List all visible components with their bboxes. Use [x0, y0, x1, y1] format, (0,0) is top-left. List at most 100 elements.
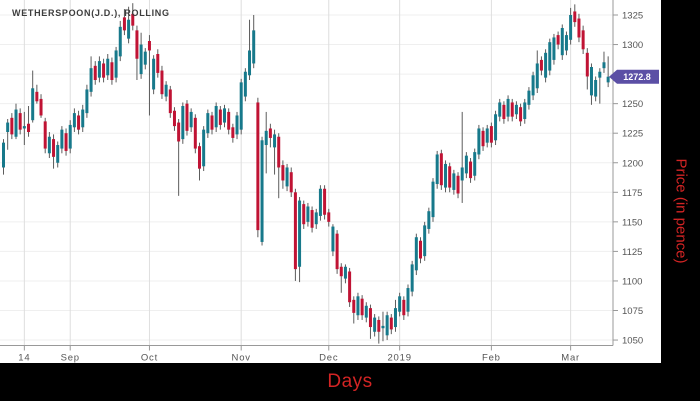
candle-down [368, 308, 372, 328]
candle-up [243, 71, 247, 97]
y-tick-label: 1050 [622, 336, 643, 347]
candle-up [535, 63, 539, 89]
candle-down [43, 121, 47, 149]
x-tick-label: 14 [18, 353, 30, 364]
candle-up [569, 15, 573, 40]
candle-down [481, 130, 485, 147]
candle-up [60, 129, 64, 149]
x-tick-label: Dec [319, 353, 338, 364]
candle-up [343, 266, 347, 279]
x-tick-label: Feb [482, 353, 501, 364]
candle-down [360, 298, 364, 316]
candle-down [310, 210, 314, 228]
candle-up [498, 102, 502, 117]
candle-up [385, 315, 389, 336]
candle-up [206, 113, 210, 134]
candle-up [514, 104, 518, 115]
candle-down [185, 103, 189, 131]
candle-up [2, 142, 5, 168]
candle-down [556, 35, 560, 45]
candle-up [72, 113, 76, 128]
candle-down [573, 11, 577, 23]
candle-up [331, 226, 335, 252]
y-tick-label: 1100 [622, 276, 642, 287]
candle-down [156, 54, 160, 73]
candle-up [373, 317, 377, 332]
candle-down [339, 266, 343, 277]
candle-up [189, 111, 193, 128]
candle-up [127, 19, 131, 39]
candle-down [348, 271, 352, 303]
last-price-label: 1272.8 [623, 72, 651, 82]
candle-up [239, 82, 243, 130]
candle-up [235, 115, 239, 135]
candle-down [377, 319, 381, 332]
candle-down [289, 172, 293, 193]
y-tick-label: 1300 [622, 40, 643, 51]
candle-down [102, 63, 106, 78]
candle-down [77, 115, 81, 130]
candle-up [427, 211, 431, 229]
candle-down [18, 113, 22, 130]
candle-down [135, 30, 139, 59]
y-tick-label: 1125 [622, 247, 642, 258]
candle-down [172, 110, 176, 127]
candle-up [602, 62, 606, 69]
candle-down [177, 122, 181, 142]
candle-up [248, 50, 252, 76]
candle-up [252, 30, 256, 64]
candle-down [39, 98, 43, 116]
candle-down [469, 161, 473, 179]
candle-down [160, 70, 164, 95]
candle-down [581, 30, 585, 50]
x-tick-label: Nov [232, 353, 251, 364]
candle-down [218, 109, 222, 125]
chart-title: WETHERSPOON(J.D.), ROLLING [12, 8, 170, 18]
candle-up [452, 173, 456, 190]
candle-down [323, 188, 327, 215]
candle-up [594, 80, 598, 97]
candle-up [318, 188, 322, 216]
candle-up [431, 181, 435, 218]
candle-down [131, 13, 135, 26]
candle-up [406, 288, 410, 312]
candle-up [544, 52, 548, 78]
candle-down [389, 317, 393, 330]
candle-up [606, 76, 610, 83]
candle-up [506, 98, 510, 117]
candle-up [106, 58, 110, 76]
candle-up [298, 200, 302, 267]
candle-up [47, 136, 51, 154]
candle-up [260, 140, 264, 242]
x-tick-label: Oct [141, 353, 158, 364]
candle-down [293, 192, 297, 270]
candle-up [460, 167, 464, 181]
candle-up [423, 225, 427, 257]
candle-up [22, 126, 26, 129]
candle-up [410, 264, 414, 292]
candle-down [168, 89, 172, 114]
candle-up [527, 90, 531, 105]
y-tick-label: 1250 [622, 99, 643, 110]
candle-up [273, 134, 277, 148]
x-tick-label: Sep [61, 353, 80, 364]
candle-down [210, 115, 214, 130]
candle-down [585, 52, 589, 77]
candle-down [64, 133, 68, 151]
candle-up [548, 42, 552, 71]
candle-up [552, 37, 556, 60]
candle-up [285, 167, 289, 187]
candle-up [143, 51, 147, 65]
candle-up [598, 71, 602, 78]
candle-up [264, 130, 268, 146]
candle-down [489, 126, 493, 143]
candle-up [89, 68, 93, 92]
candle-down [419, 240, 422, 259]
candle-down [110, 62, 114, 81]
candle-up [589, 67, 593, 96]
candle-up [381, 325, 385, 329]
candle-down [231, 127, 235, 138]
last-price-badge [609, 69, 659, 84]
candle-up [398, 296, 402, 312]
candle-down [10, 117, 14, 135]
